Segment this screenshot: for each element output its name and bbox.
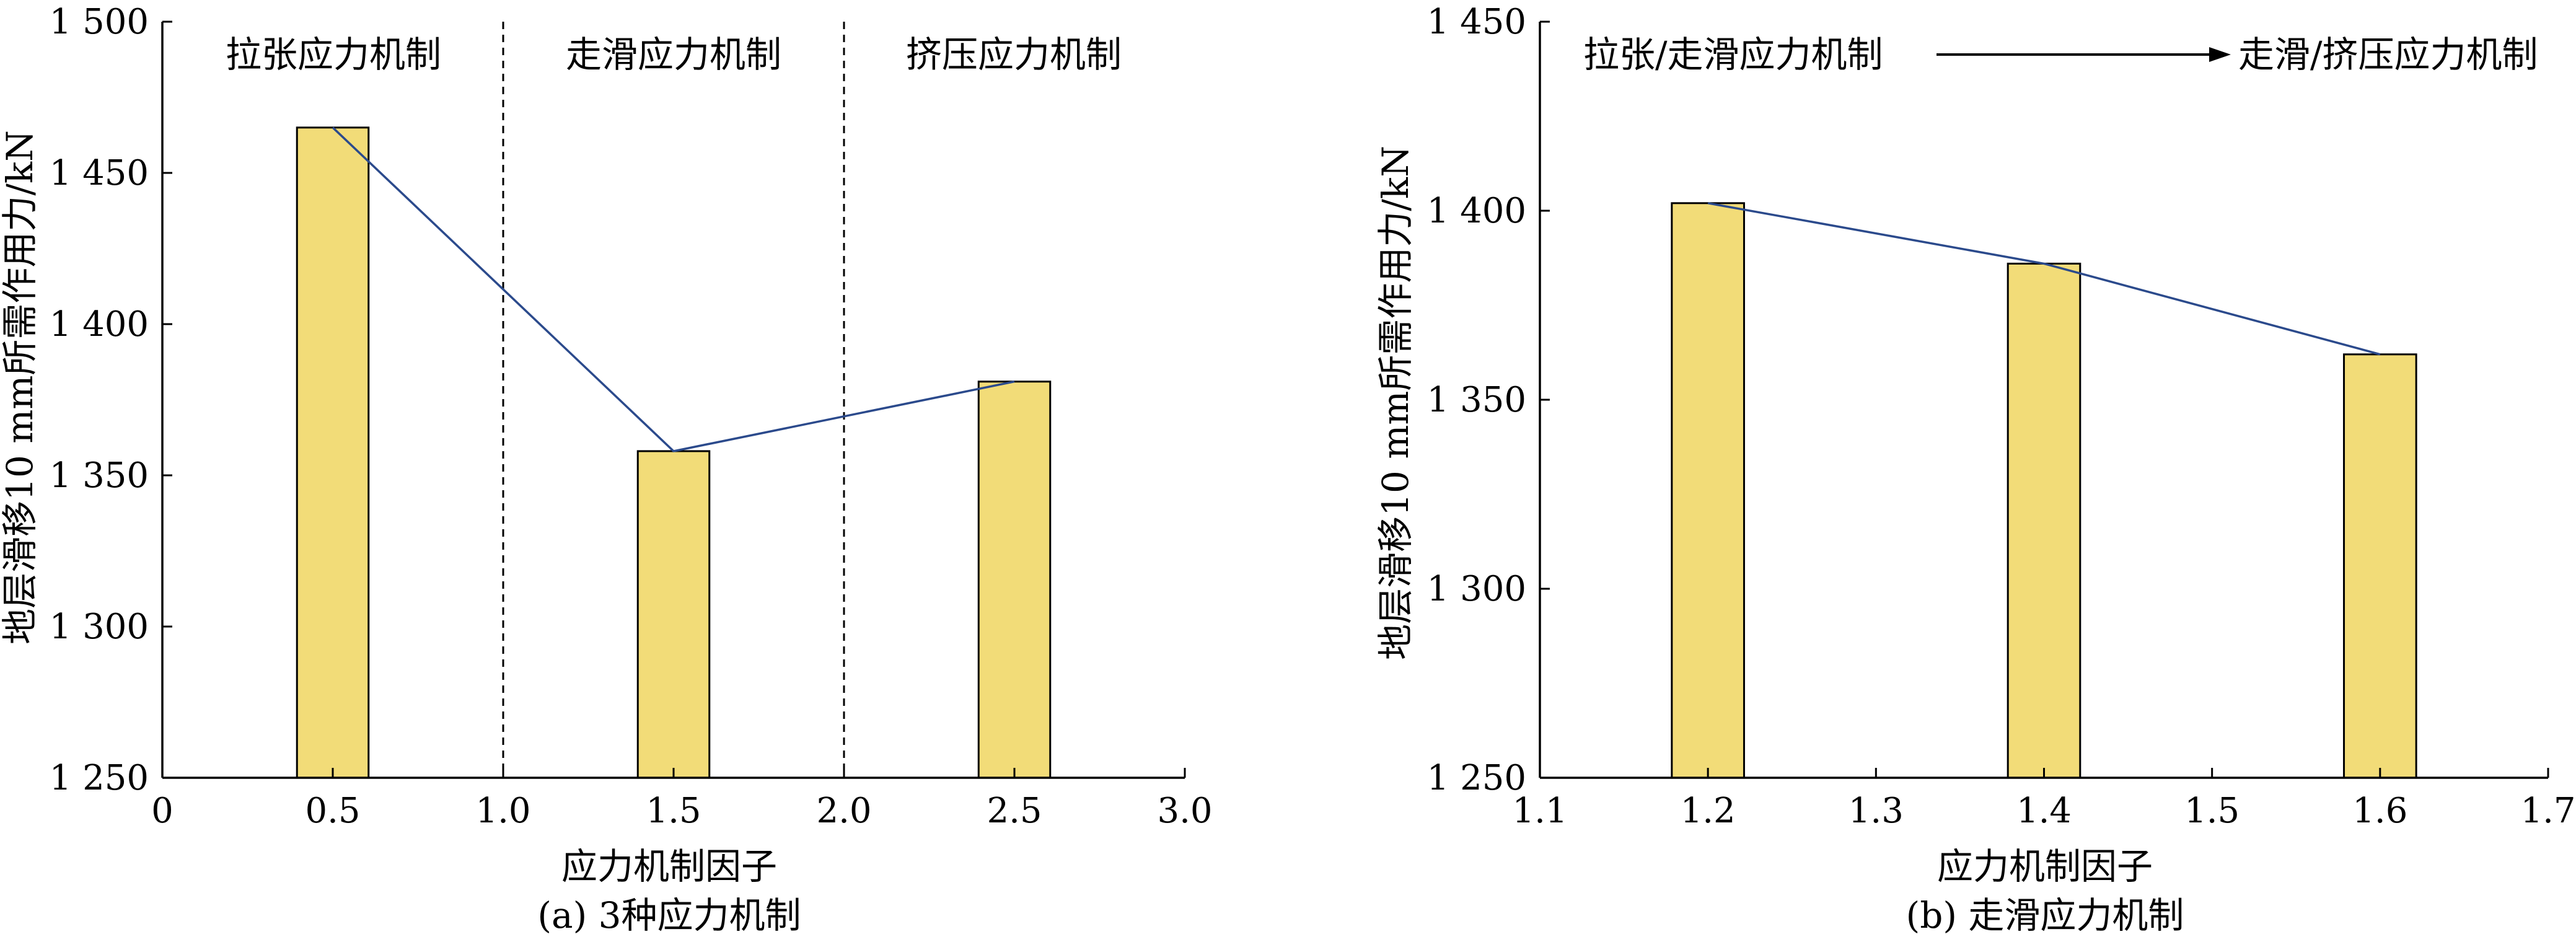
bar xyxy=(636,450,711,779)
y-axis-label: 地层滑移10 mm所需作用力/kN xyxy=(1374,146,1417,660)
y-tick-label: 1 400 xyxy=(50,304,149,345)
x-tick-label: 2.5 xyxy=(987,791,1042,831)
x-tick-label: 1.3 xyxy=(1848,791,1904,831)
x-tick-label: 0.5 xyxy=(305,791,360,831)
bar xyxy=(2007,262,2081,779)
figure-caption: (a) 3种应力机制 xyxy=(537,894,801,936)
x-axis-label: 应力机制因子 xyxy=(1937,845,2153,887)
x-tick-label: 1.2 xyxy=(1681,791,1736,831)
bar xyxy=(296,126,370,779)
chart-panel-b: 地层滑移10 mm所需作用力/kN 应力机制因子 (b) 走滑应力机制 拉张/走… xyxy=(1374,2,2576,936)
x-tick-label: 1.0 xyxy=(475,791,530,831)
figure-caption: (b) 走滑应力机制 xyxy=(1906,894,2184,936)
x-tick-label: 0 xyxy=(151,791,174,831)
trend-line xyxy=(1707,202,2381,356)
x-tick-label: 1.1 xyxy=(1512,791,1567,831)
y-tick-label: 1 350 xyxy=(1427,380,1526,420)
y-tick-label: 1 500 xyxy=(50,2,149,42)
bar xyxy=(1671,202,1745,779)
annotation-start-label: 拉张/走滑应力机制 xyxy=(1583,33,1883,76)
annotation-arrowhead xyxy=(2209,47,2231,62)
bar xyxy=(2343,353,2417,779)
y-tick-label: 1 300 xyxy=(1427,569,1526,609)
annotation-end-label: 走滑/挤压应力机制 xyxy=(2238,33,2538,76)
y-tick-label: 1 400 xyxy=(1427,191,1526,231)
x-tick-label: 1.5 xyxy=(2184,791,2240,831)
region-label: 拉张应力机制 xyxy=(226,33,441,76)
chart-panel-a: 地层滑移10 mm所需作用力/kN 应力机制因子 (a) 3种应力机制 拉张应力… xyxy=(0,2,1213,936)
y-tick-label: 1 450 xyxy=(50,153,149,193)
y-tick-label: 1 250 xyxy=(50,758,149,798)
y-axis-label: 地层滑移10 mm所需作用力/kN xyxy=(0,130,41,645)
y-tick-label: 1 300 xyxy=(50,607,149,647)
trend-line xyxy=(332,126,1015,452)
x-tick-label: 1.6 xyxy=(2352,791,2407,831)
x-axis-label: 应力机制因子 xyxy=(561,845,777,887)
x-tick-label: 1.4 xyxy=(2016,791,2072,831)
bar xyxy=(977,381,1052,779)
x-tick-label: 2.0 xyxy=(816,791,871,831)
x-tick-label: 3.0 xyxy=(1157,791,1212,831)
x-tick-label: 1.7 xyxy=(2520,791,2575,831)
region-label: 挤压应力机制 xyxy=(906,33,1122,76)
y-tick-label: 1 450 xyxy=(1427,2,1526,42)
region-label: 走滑应力机制 xyxy=(566,33,781,76)
x-tick-label: 1.5 xyxy=(646,791,701,831)
y-tick-label: 1 250 xyxy=(1427,758,1526,798)
y-tick-label: 1 350 xyxy=(50,456,149,496)
